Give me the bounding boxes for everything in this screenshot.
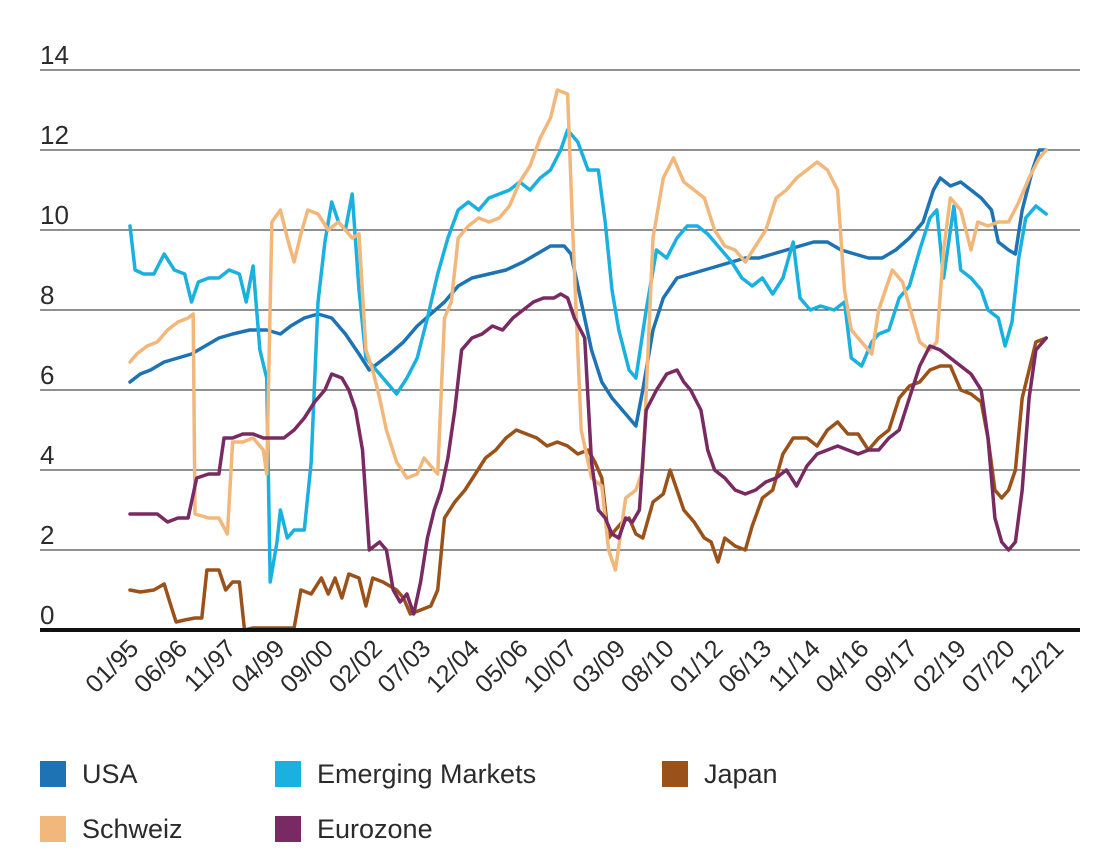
- series-line-usa: [128, 148, 1048, 428]
- x-tick-label: 11/97: [179, 634, 242, 697]
- y-tick-label: 2: [40, 520, 54, 550]
- x-tick-labels: 01/9506/9611/9704/9909/0002/0207/0312/04…: [80, 634, 1069, 698]
- x-tick-label: 04/16: [810, 634, 874, 698]
- x-tick-label: 03/09: [567, 634, 631, 698]
- x-tick-label: 01/95: [80, 634, 144, 698]
- x-tick-label: 02/19: [908, 634, 972, 698]
- x-tick-label: 07/03: [372, 634, 436, 698]
- x-tick-label: 10/07: [518, 634, 582, 698]
- x-tick-label: 12/21: [1005, 634, 1069, 698]
- y-tick-labels: 0 2 4 6 8 10 12 14: [40, 40, 69, 630]
- x-tick-label: 12/04: [421, 634, 485, 698]
- series-line-schweiz: [128, 88, 1048, 572]
- x-tick-label: 07/20: [957, 634, 1021, 698]
- x-tick-label: 02/02: [324, 634, 388, 698]
- x-tick-label: 06/96: [129, 634, 193, 698]
- y-tick-label: 12: [40, 120, 69, 150]
- y-tick-label: 4: [40, 440, 54, 470]
- series-line-eurozone: [128, 292, 1048, 616]
- y-tick-label: 8: [40, 280, 54, 310]
- y-tick-label: 10: [40, 200, 69, 230]
- chart-series: [128, 88, 1048, 632]
- x-tick-label: 09/00: [275, 634, 339, 698]
- y-tick-label: 14: [40, 40, 69, 70]
- x-tick-label: 01/12: [664, 634, 728, 698]
- x-tick-label: 05/06: [470, 634, 534, 698]
- y-tick-label: 6: [40, 360, 54, 390]
- x-tick-label: 09/17: [859, 634, 923, 698]
- x-tick-label: 06/13: [713, 634, 777, 698]
- x-tick-label: 11/14: [763, 634, 826, 697]
- x-tick-label: 04/99: [226, 634, 290, 698]
- y-tick-label: 0: [40, 600, 54, 630]
- x-tick-label: 08/10: [616, 634, 680, 698]
